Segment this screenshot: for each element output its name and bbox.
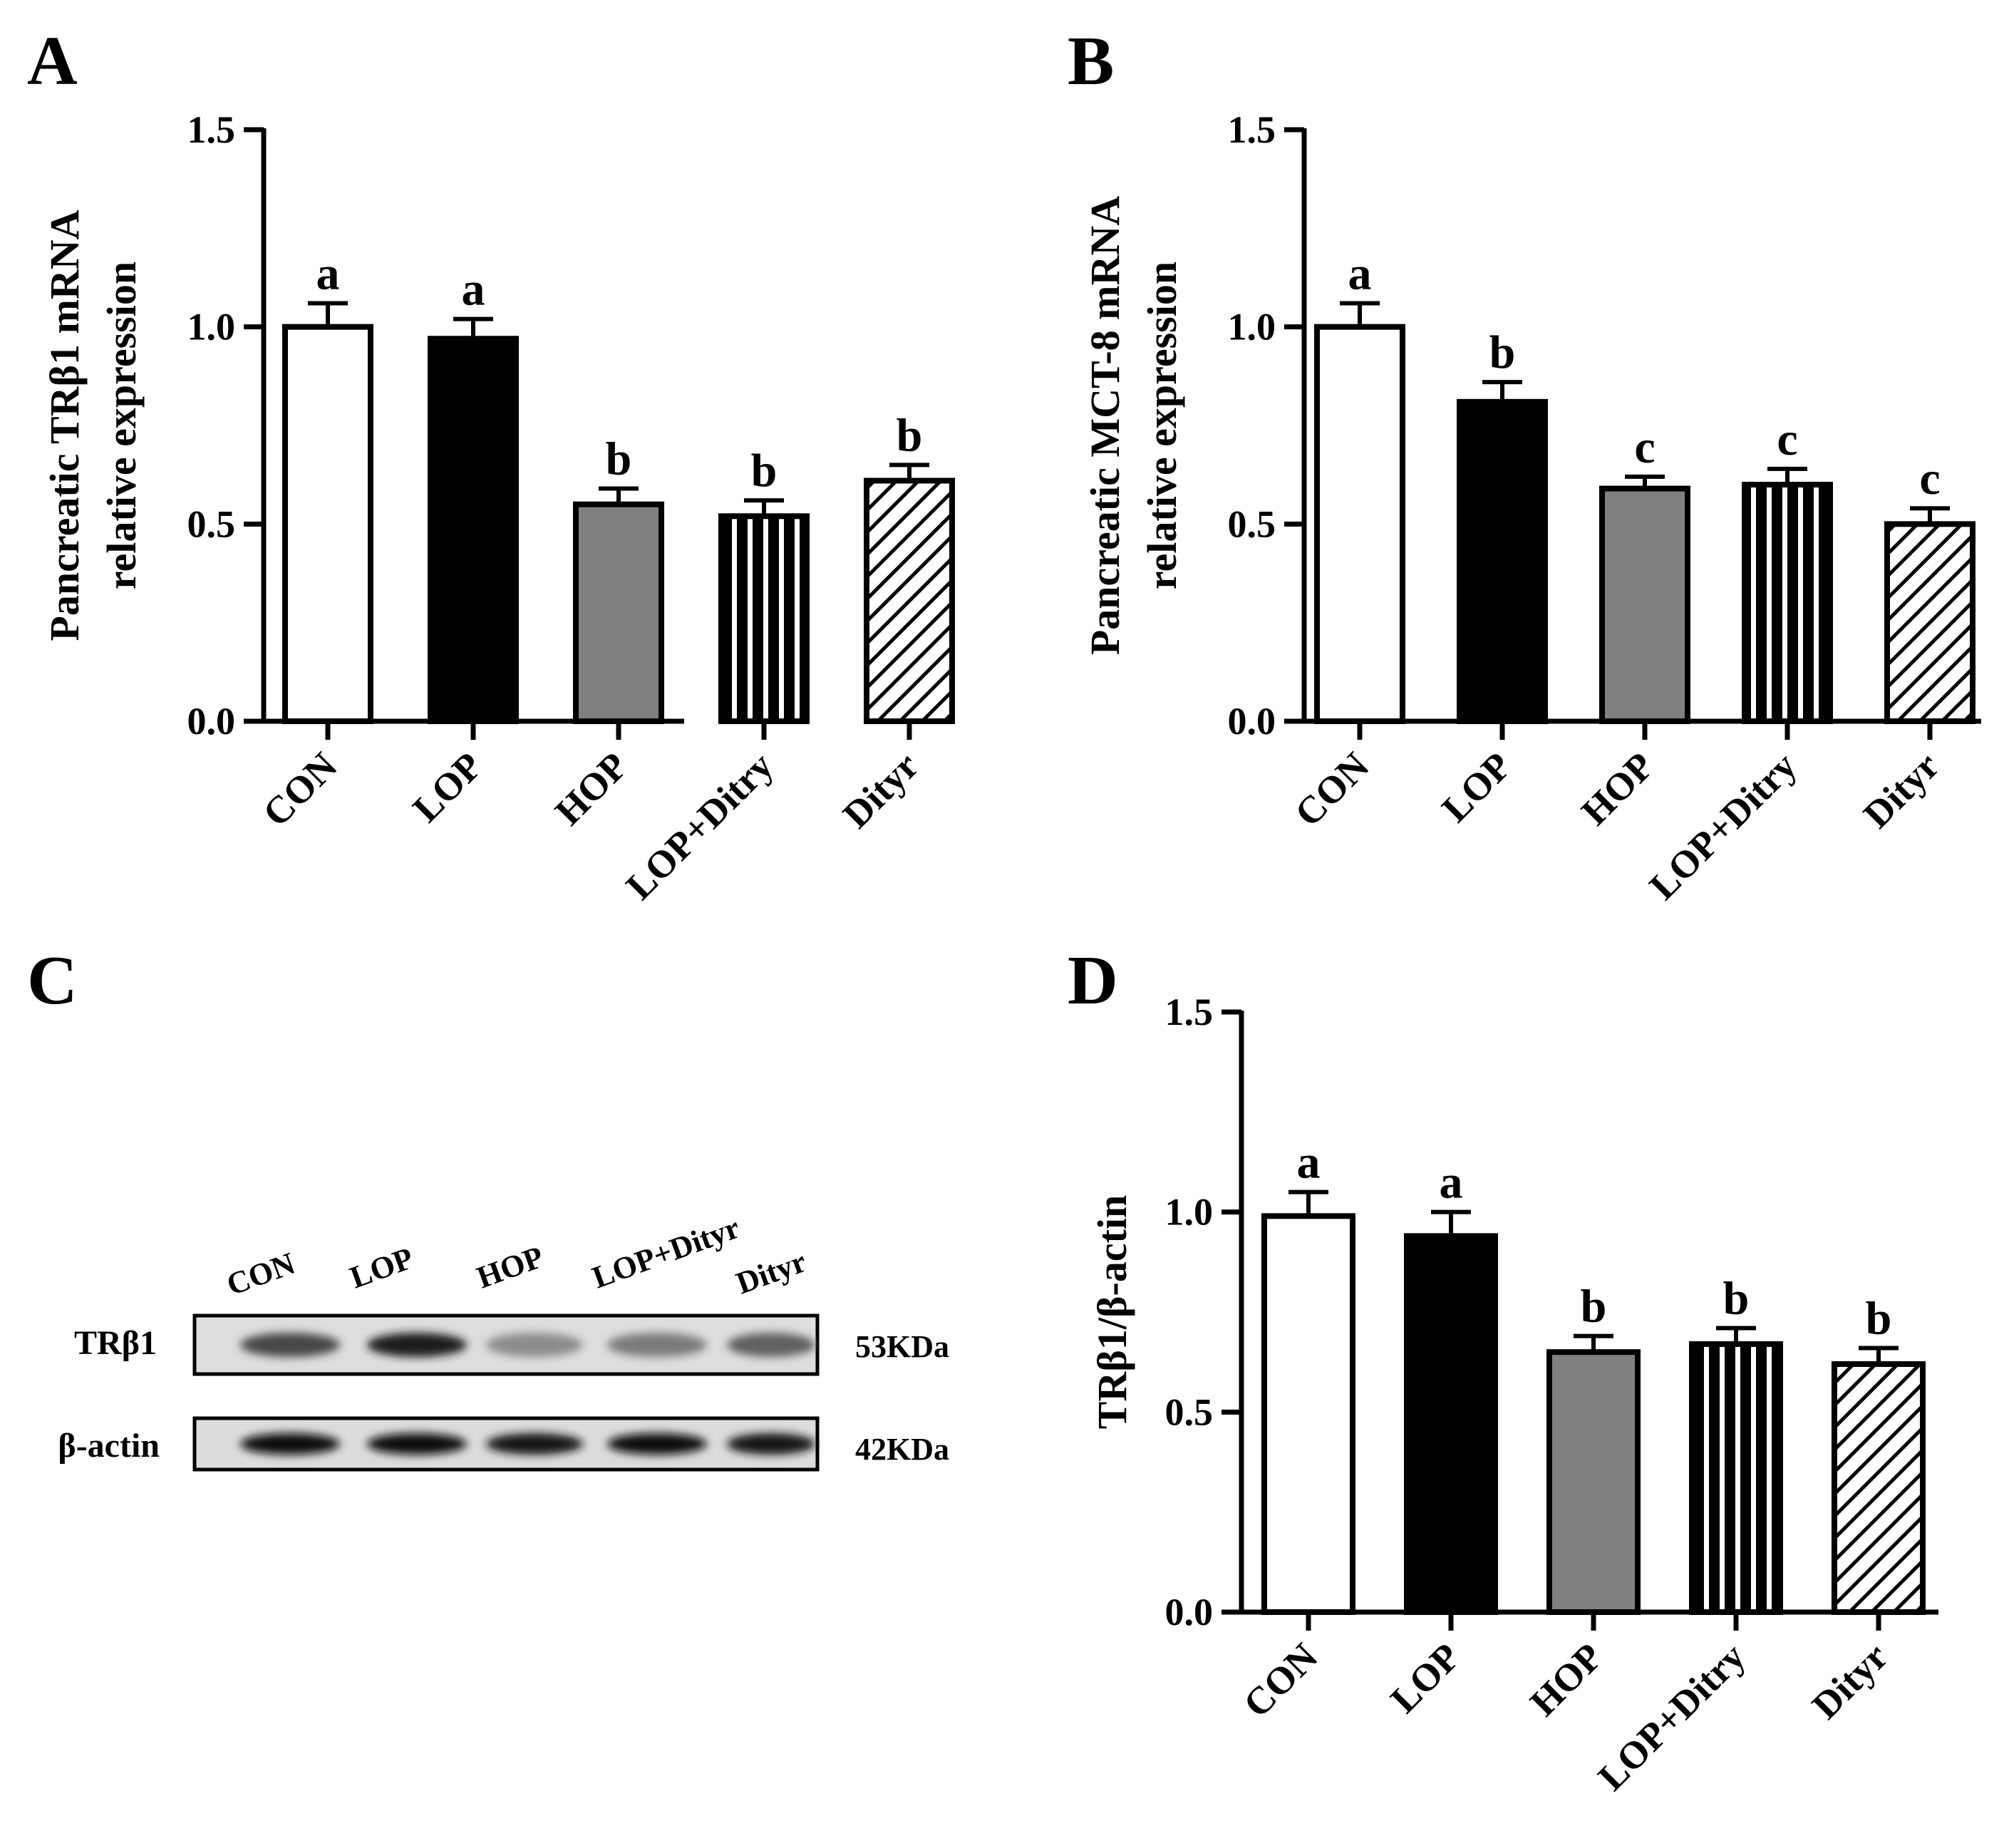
bar-b-lop-ditry (1742, 482, 1833, 724)
y-tick-label-b-2: 1.0 (1228, 306, 1276, 349)
y-axis-label-a-0: Pancreatic TRβ1 mRNA (41, 210, 88, 641)
significance-letter-a-0: a (316, 247, 340, 299)
blot-band-trb1-4 (727, 1333, 815, 1357)
blot-band-trb1-1 (367, 1333, 467, 1357)
y-axis-label-b-1: relative expression (1139, 262, 1185, 589)
y-tick-label-b-1: 0.5 (1228, 502, 1276, 545)
x-tick-label-d-4: Dityr (1804, 1635, 1896, 1727)
blot-row-beta-actin: β-actin 42KDa (58, 1416, 949, 1472)
chart-panel-a: 0.0 0.5 1.0 1.5 Pancreatic TRβ1 mRNA relative… (41, 108, 955, 908)
blot-lane-label-0: CON (222, 1246, 300, 1303)
y-tick-label-d-3: 1.5 (1165, 991, 1214, 1033)
x-tick-label-b-1: LOP (1434, 744, 1520, 830)
significance-letter-a-2: b (606, 433, 632, 485)
y-tick-label-a-0: 0.0 (187, 700, 236, 743)
blot-row-label-trb1: TRβ1 (74, 1324, 157, 1362)
significance-letter-a-4: b (897, 409, 923, 461)
x-tick-label-d-3: LOP+Ditry (1590, 1635, 1754, 1799)
x-tick-label-b-2: HOP (1573, 744, 1662, 833)
x-tick-label-a-0: CON (254, 744, 345, 835)
y-axis-label-b-0: Pancreatic MCT-8 mRNA (1082, 196, 1128, 655)
bar-a-hop (573, 501, 664, 725)
x-tick-label-d-0: CON (1235, 1635, 1326, 1725)
chart-panel-b: 0.0 0.5 1.0 1.5 Pancreatic MCT-8 mRNA relativ… (1082, 108, 1981, 908)
blot-band-trb1-0 (240, 1333, 340, 1357)
significance-letter-d-2: b (1581, 1281, 1607, 1333)
panel-letter-d: D (1068, 942, 1118, 1019)
blot-row-label-beta-actin: β-actin (58, 1427, 160, 1465)
blot-band-beta-actin-3 (607, 1433, 707, 1455)
blot-lane-label-1: LOP (346, 1240, 418, 1295)
significance-letter-b-2: c (1634, 421, 1655, 473)
x-tick-label-b-4: Dityr (1855, 744, 1947, 836)
blot-size-label-42kda: 42KDa (855, 1432, 949, 1467)
y-tick-label-a-1: 0.5 (187, 502, 236, 545)
y-tick-label-b-0: 0.0 (1228, 700, 1276, 743)
x-tick-label-a-4: Dityr (835, 744, 926, 836)
blot-lane-label-4: Dityr (732, 1244, 811, 1301)
x-tick-label-d-1: LOP (1383, 1635, 1469, 1721)
x-tick-label-a-3: LOP+Ditry (618, 744, 782, 908)
blot-row-trb1: TRβ1 53KDa (74, 1313, 949, 1376)
panel-letter-a: A (27, 23, 78, 100)
significance-letter-b-3: c (1777, 413, 1797, 465)
y-axis-label-d-0: TRβ1/β-actin (1089, 1195, 1135, 1430)
bar-b-con (1314, 324, 1405, 724)
bar-a-lop-ditry (718, 513, 810, 724)
blot-band-beta-actin-0 (240, 1433, 340, 1455)
panel-letter-b: B (1068, 23, 1114, 100)
chart-panel-d: 0.0 0.5 1.0 1.5 TRβ1/β-actin a CON a LOP b HOP b LOP… (1089, 991, 1938, 1799)
blot-band-beta-actin-4 (727, 1433, 815, 1455)
x-tick-label-d-2: HOP (1522, 1635, 1611, 1724)
blot-lane-label-2: HOP (472, 1239, 548, 1296)
bar-a-con (282, 324, 373, 724)
x-tick-label-a-1: LOP (405, 744, 491, 830)
significance-letter-d-3: b (1723, 1272, 1750, 1324)
y-tick-label-b-3: 1.5 (1228, 108, 1276, 151)
significance-letter-d-0: a (1297, 1137, 1321, 1189)
blot-band-trb1-3 (607, 1333, 707, 1357)
bar-b-dityr (1884, 521, 1975, 724)
significance-letter-d-1: a (1440, 1157, 1463, 1209)
significance-letter-d-4: b (1866, 1293, 1892, 1345)
significance-letter-b-0: a (1348, 247, 1372, 299)
blot-size-label-53kda: 53KDa (855, 1329, 949, 1364)
bar-b-lop (1457, 398, 1548, 724)
y-tick-label-d-2: 1.0 (1165, 1191, 1214, 1234)
bar-d-hop (1546, 1349, 1641, 1615)
panel-letter-c: C (27, 942, 78, 1019)
y-tick-label-a-3: 1.5 (187, 108, 236, 151)
y-axis-label-a-1: relative expression (98, 262, 145, 589)
blot-band-trb1-2 (486, 1333, 583, 1357)
significance-letter-a-3: b (751, 445, 778, 497)
bar-d-lop-ditry (1689, 1341, 1783, 1615)
bar-d-con (1261, 1213, 1355, 1615)
y-tick-label-a-2: 1.0 (187, 306, 236, 349)
bar-d-lop (1404, 1233, 1498, 1615)
x-tick-label-a-2: HOP (547, 744, 636, 833)
significance-letter-a-1: a (462, 264, 485, 316)
blot-band-beta-actin-1 (367, 1433, 467, 1455)
bar-a-dityr (864, 478, 955, 724)
significance-letter-b-4: c (1919, 453, 1940, 505)
x-tick-label-b-0: CON (1286, 744, 1377, 835)
x-tick-label-b-3: LOP+Ditry (1641, 744, 1805, 908)
bar-b-hop (1599, 485, 1690, 724)
bar-d-dityr (1832, 1361, 1926, 1616)
y-tick-label-d-1: 0.5 (1165, 1390, 1214, 1433)
y-tick-label-d-0: 0.0 (1165, 1591, 1214, 1633)
significance-letter-b-1: b (1489, 326, 1516, 378)
bar-a-lop (428, 336, 519, 724)
blot-band-beta-actin-2 (486, 1433, 583, 1455)
blot-lane-label-3: LOP+Dityr (588, 1210, 744, 1296)
